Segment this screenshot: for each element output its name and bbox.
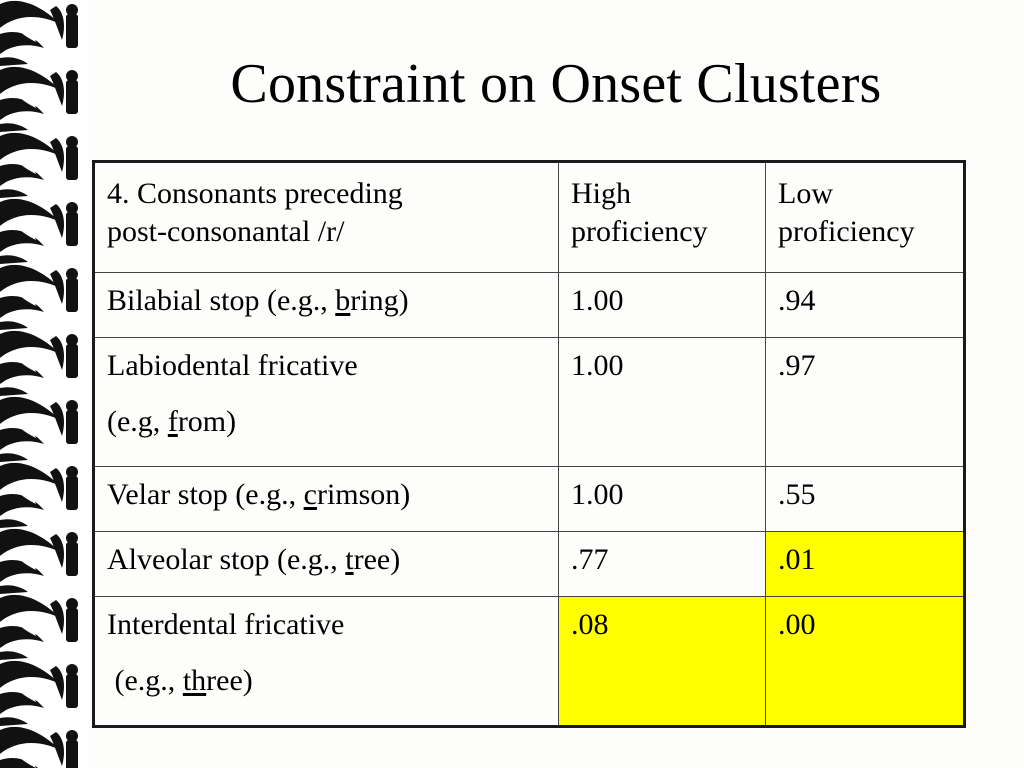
table-row: Bilabial stop (e.g., bring) 1.00 .94	[93, 272, 965, 339]
header-consonants-line2: post-consonantal /r/	[107, 215, 345, 249]
header-high-proficiency: High proficiency	[558, 160, 766, 274]
consonant-cell: Labiodental fricative (e.g, from)	[93, 337, 559, 468]
consonant-cell: Bilabial stop (e.g., bring)	[93, 272, 559, 339]
high-value: 1.00	[558, 466, 766, 533]
high-value-highlighted: .08	[558, 596, 766, 727]
header-low-proficiency: Low proficiency	[765, 160, 965, 274]
slide-title: Constraint on Onset Clusters	[230, 53, 882, 115]
consonant-text-rest: ree)	[353, 543, 401, 577]
underlined-letter: t	[345, 543, 354, 577]
table-header-row: 4. Consonants preceding post-consonantal…	[93, 160, 965, 274]
consonant-text-line1: Labiodental fricative	[107, 349, 358, 383]
header-high-line2: proficiency	[571, 215, 708, 249]
high-value: 1.00	[558, 337, 766, 468]
low-value: .97	[765, 337, 965, 468]
proficiency-table: 4. Consonants preceding post-consonantal…	[92, 160, 966, 728]
table-row: Interdental fricative (e.g., three) .08 …	[93, 596, 965, 727]
consonant-text-rest: ring)	[350, 284, 409, 318]
header-low-line2: proficiency	[778, 215, 915, 249]
low-value: .55	[765, 466, 965, 533]
consonant-text: Alveolar stop (e.g.,	[107, 543, 346, 577]
consonant-text-rest: rom)	[177, 404, 237, 438]
low-value-highlighted: .00	[765, 596, 965, 727]
decorative-border-strip	[0, 0, 88, 768]
consonant-text: (e.g.,	[107, 663, 183, 697]
low-value-highlighted: .01	[765, 531, 965, 597]
example-line: (e.g., three)	[107, 659, 546, 703]
consonant-text: Bilabial stop (e.g.,	[107, 284, 336, 318]
table-row: Labiodental fricative (e.g, from) 1.00 .9…	[93, 337, 965, 468]
consonant-text-rest: rimson)	[316, 478, 411, 512]
consonant-text: (e.g,	[107, 404, 168, 438]
consonant-cell: Alveolar stop (e.g., tree)	[93, 531, 559, 597]
consonant-text-rest: ree)	[206, 663, 253, 697]
table-row: Alveolar stop (e.g., tree) .77 .01	[93, 531, 965, 597]
table-row: Velar stop (e.g., crimson) 1.00 .55	[93, 466, 965, 533]
header-low-line1: Low	[778, 177, 833, 210]
high-value: .77	[558, 531, 766, 597]
underlined-letter: th	[182, 663, 207, 697]
underlined-letter: c	[303, 478, 317, 512]
consonant-cell: Interdental fricative (e.g., three)	[93, 596, 559, 727]
underlined-letter: f	[167, 404, 178, 438]
consonant-cell: Velar stop (e.g., crimson)	[93, 466, 559, 533]
header-high-line1: High	[571, 177, 631, 210]
ornament-pattern-icon	[0, 0, 88, 768]
example-line: (e.g, from)	[107, 400, 546, 444]
consonant-text: Velar stop (e.g.,	[107, 478, 304, 512]
low-value: .94	[765, 272, 965, 339]
header-consonants: 4. Consonants preceding post-consonantal…	[93, 160, 559, 274]
header-consonants-line1: 4. Consonants preceding	[107, 177, 403, 210]
high-value: 1.00	[558, 272, 766, 339]
underlined-letter: b	[335, 284, 351, 318]
consonant-text-line1: Interdental fricative	[107, 608, 345, 641]
